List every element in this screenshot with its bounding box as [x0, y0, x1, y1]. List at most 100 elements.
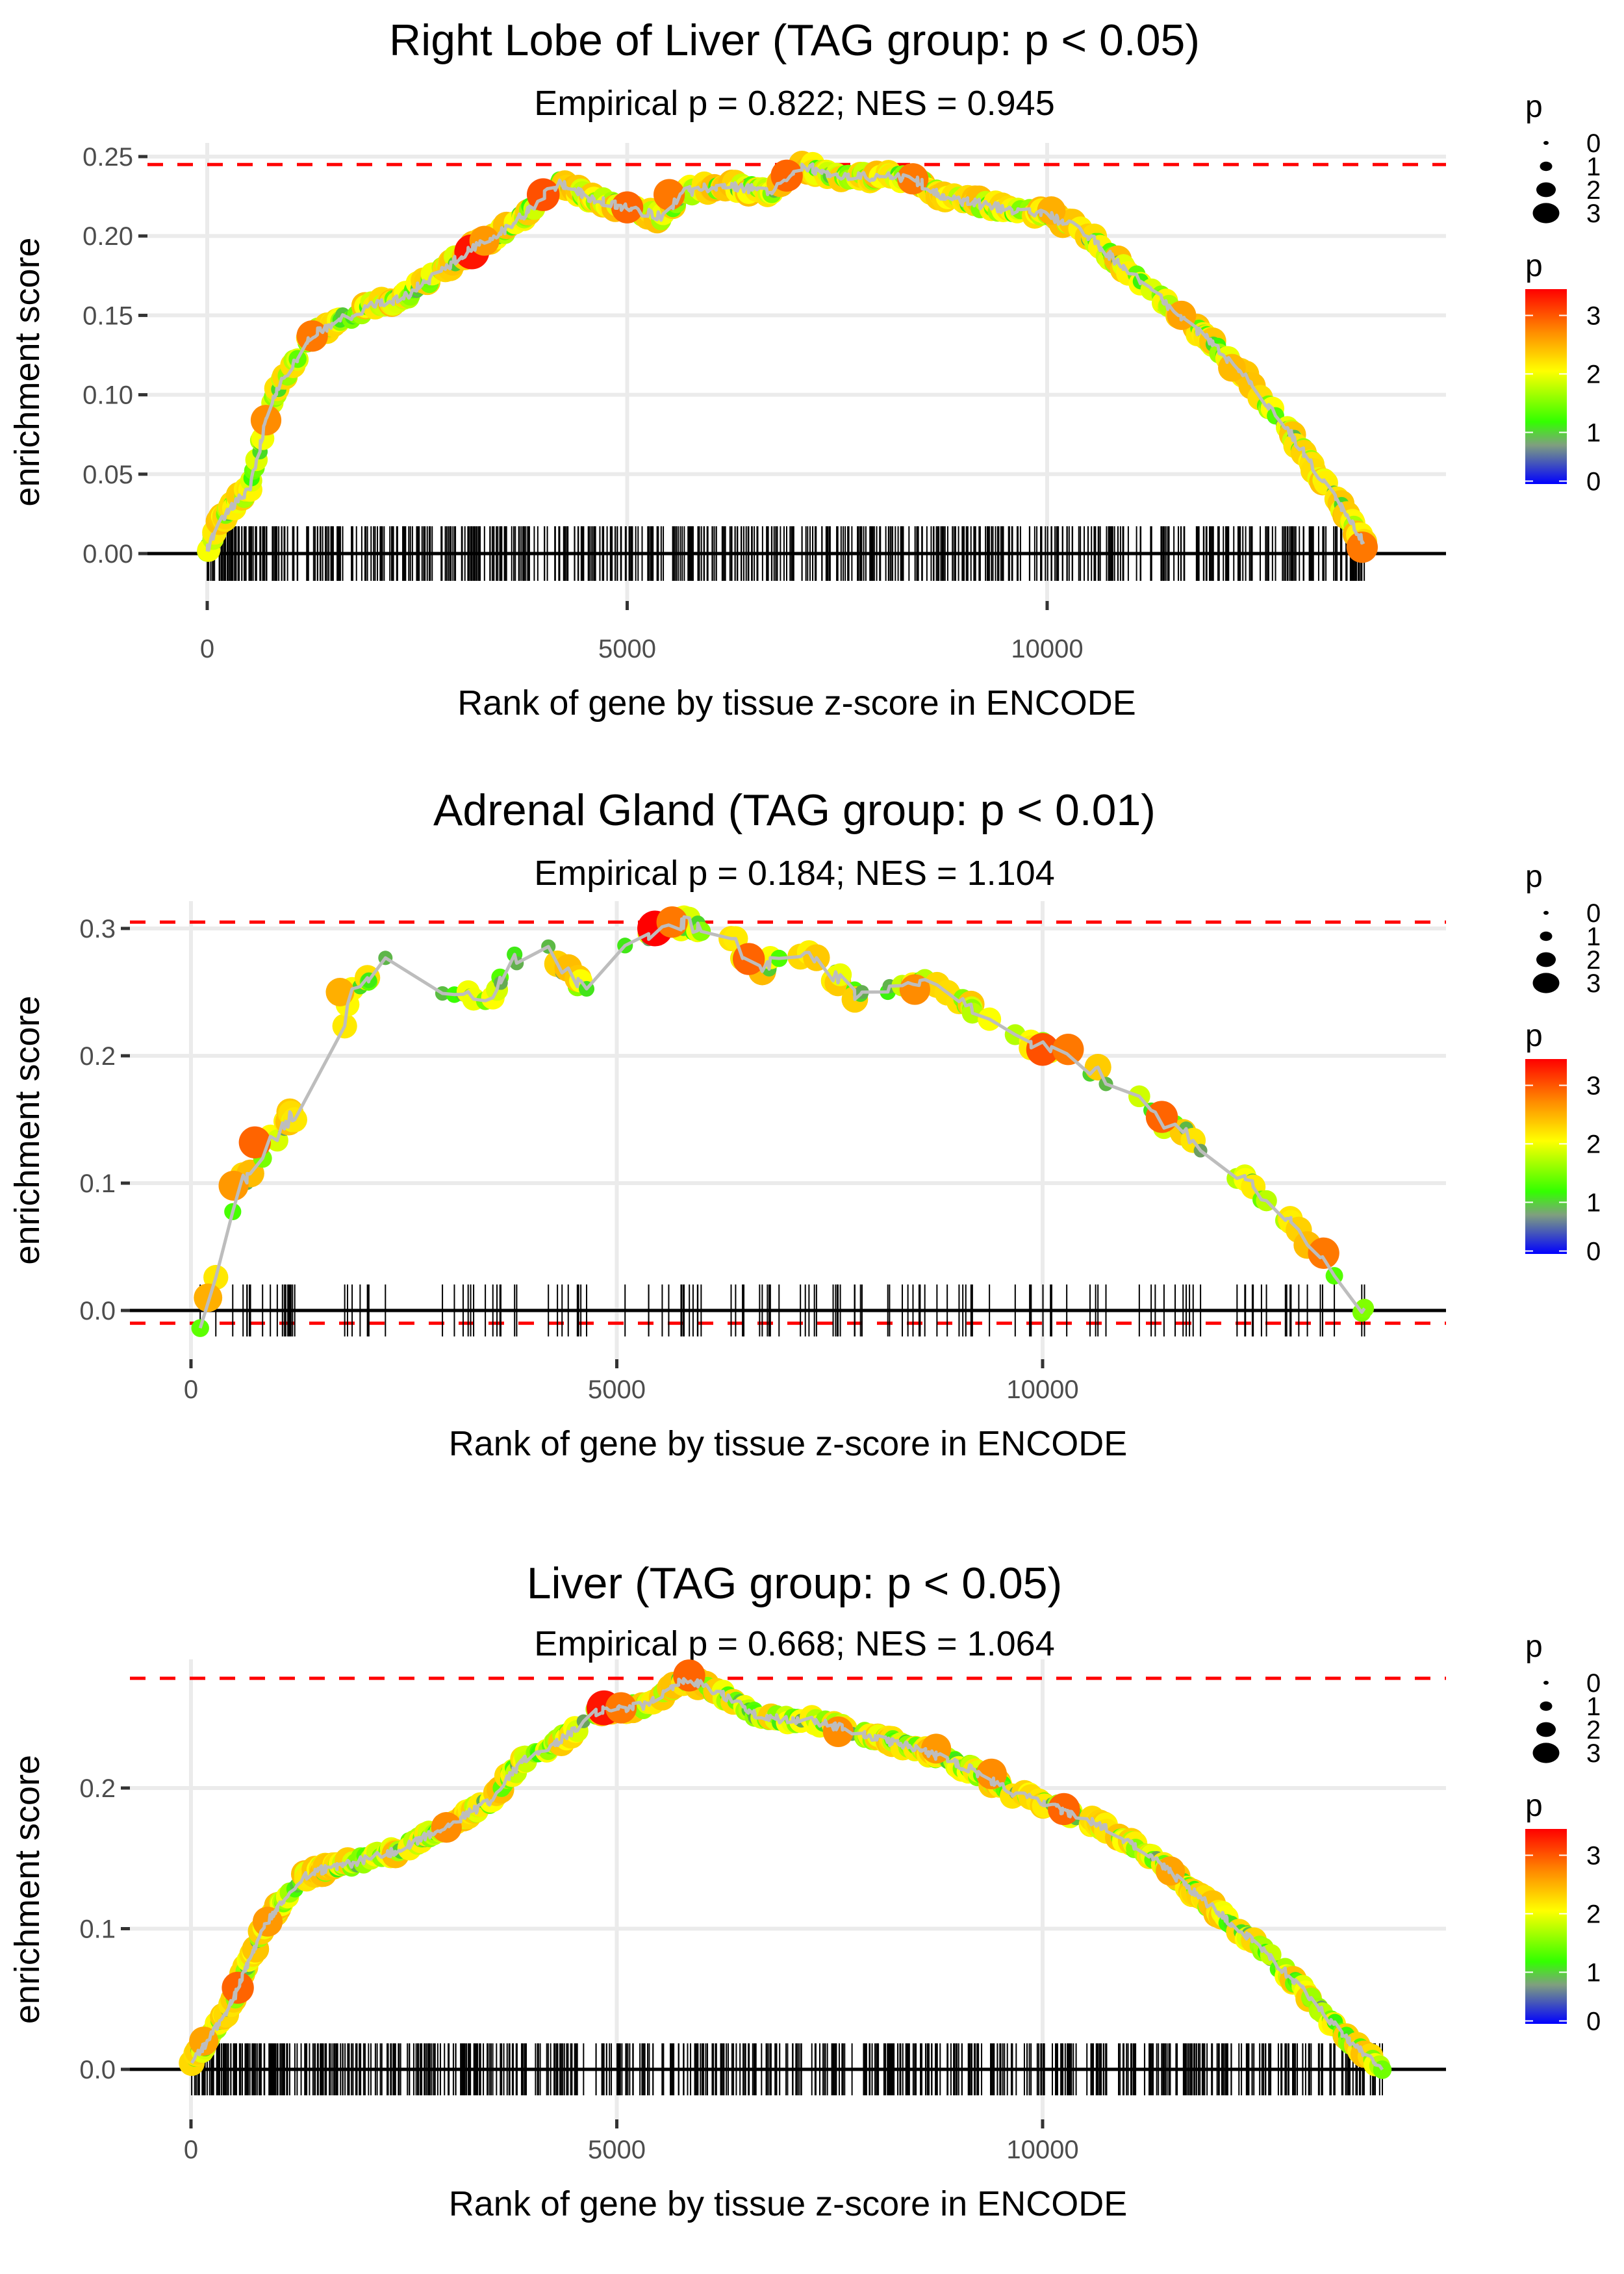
- y-tick-label: 0.15: [82, 301, 133, 330]
- y-tick-label: 0.3: [79, 915, 116, 943]
- es-point-highlight: [1218, 353, 1246, 382]
- y-tick-label: 0.00: [82, 540, 133, 568]
- running-es-line: [205, 162, 1365, 552]
- color-legend-label: 0: [1586, 468, 1601, 496]
- es-points: [179, 1659, 1392, 2079]
- x-tick-label: 0: [184, 2136, 198, 2164]
- x-tick-label: 10000: [1006, 2136, 1078, 2164]
- es-point-highlight: [1026, 1032, 1059, 1066]
- es-point-highlight: [976, 1758, 1007, 1789]
- size-legend-label: 3: [1586, 1739, 1601, 1768]
- chart-subtitle: Empirical p = 0.184; NES = 1.104: [534, 854, 1054, 893]
- color-legend-label: 2: [1586, 1900, 1601, 1929]
- y-axis-title: enrichment score: [8, 1755, 47, 2024]
- color-legend-label: 1: [1586, 1959, 1601, 1987]
- chart-title: Right Lobe of Liver (TAG group: p < 0.05…: [389, 16, 1200, 65]
- x-axis-title: Rank of gene by tissue z-score in ENCODE: [457, 683, 1136, 722]
- chart-panel-3: Liver (TAG group: p < 0.05) Empirical p =…: [8, 1559, 1601, 2223]
- size-legend-label: 1: [1586, 153, 1601, 181]
- color-legend-label: 3: [1586, 1072, 1601, 1101]
- x-tick-label: 5000: [598, 635, 656, 663]
- running-es-line: [190, 1677, 1384, 2071]
- es-points: [191, 905, 1375, 1337]
- size-legend-label: 0: [1586, 129, 1601, 158]
- y-tick-label: 0.25: [82, 143, 133, 172]
- size-legend-dot: [1543, 141, 1549, 145]
- es-points: [197, 151, 1378, 563]
- chart-title: Liver (TAG group: p < 0.05): [527, 1559, 1063, 1608]
- x-axis-title: Rank of gene by tissue z-score in ENCODE: [449, 1424, 1127, 1463]
- es-point-highlight: [1308, 1237, 1339, 1269]
- x-axis-title: Rank of gene by tissue z-score in ENCODE: [449, 2184, 1127, 2223]
- size-legend-label: 1: [1586, 1693, 1601, 1721]
- x-tick-label: 5000: [588, 2136, 646, 2164]
- color-legend-title: p: [1525, 1019, 1543, 1053]
- size-legend-label: 3: [1586, 199, 1601, 228]
- chart-panel-2: Adrenal Gland (TAG group: p < 0.01) Empir…: [8, 786, 1601, 1463]
- x-tick-label: 10000: [1006, 1375, 1078, 1404]
- color-legend-bar: [1525, 1059, 1567, 1254]
- size-legend-dot: [1540, 931, 1553, 941]
- color-legend-title: p: [1525, 1789, 1543, 1823]
- chart-panel-1: Right Lobe of Liver (TAG group: p < 0.05…: [8, 16, 1601, 722]
- running-es-line: [198, 915, 1366, 1329]
- color-legend-label: 2: [1586, 361, 1601, 389]
- color-legend-bar: [1525, 289, 1567, 484]
- color-legend-label: 1: [1586, 1189, 1601, 1218]
- size-legend-label: 2: [1586, 176, 1601, 205]
- size-legend-label: 1: [1586, 923, 1601, 951]
- x-tick-label: 0: [184, 1375, 198, 1404]
- size-legend-title: p: [1525, 860, 1543, 894]
- chart-subtitle: Empirical p = 0.668; NES = 1.064: [534, 1624, 1054, 1663]
- y-tick-label: 0.10: [82, 381, 133, 410]
- y-tick-label: 0.05: [82, 461, 133, 489]
- size-legend-label: 2: [1586, 946, 1601, 975]
- es-point-highlight: [1346, 531, 1378, 563]
- size-legend-dot: [1536, 1722, 1556, 1737]
- size-legend-label: 0: [1586, 1669, 1601, 1698]
- size-legend-dot: [1532, 203, 1560, 224]
- x-tick-label: 5000: [588, 1375, 646, 1404]
- y-tick-label: 0.2: [79, 1042, 116, 1071]
- size-legend-title: p: [1525, 90, 1543, 124]
- es-point: [1354, 1298, 1375, 1318]
- size-legend-dot: [1543, 911, 1549, 915]
- es-point-highlight: [1145, 1101, 1178, 1133]
- color-legend-label: 2: [1586, 1131, 1601, 1159]
- y-tick-label: 0.1: [79, 1915, 116, 1944]
- color-legend-label: 1: [1586, 419, 1601, 448]
- x-tick-label: 0: [200, 635, 214, 663]
- y-tick-label: 0.0: [79, 1297, 116, 1325]
- color-legend-label: 0: [1586, 1238, 1601, 1266]
- size-legend-label: 0: [1586, 899, 1601, 928]
- es-point-highlight: [238, 1126, 272, 1158]
- es-point-highlight: [296, 320, 328, 352]
- y-tick-label: 0.1: [79, 1169, 116, 1198]
- y-tick-label: 0.20: [82, 222, 133, 251]
- chart-title: Adrenal Gland (TAG group: p < 0.01): [433, 786, 1156, 835]
- size-legend-dot: [1540, 1701, 1553, 1711]
- y-axis-title: enrichment score: [8, 995, 47, 1264]
- size-legend-label: 3: [1586, 969, 1601, 998]
- size-legend-dot: [1532, 1743, 1560, 1763]
- color-legend-label: 3: [1586, 1842, 1601, 1871]
- color-legend-title: p: [1525, 249, 1543, 283]
- x-tick-label: 10000: [1011, 635, 1083, 663]
- size-legend-dot: [1536, 952, 1556, 967]
- size-legend-dot: [1540, 161, 1553, 172]
- color-legend-bar: [1525, 1829, 1567, 2024]
- size-legend-dot: [1532, 973, 1560, 993]
- y-axis-title: enrichment score: [8, 237, 47, 506]
- size-legend-dot: [1536, 182, 1556, 198]
- es-point-highlight: [1052, 1034, 1084, 1066]
- color-legend-label: 0: [1586, 2008, 1601, 2036]
- y-tick-label: 0.0: [79, 2056, 116, 2084]
- size-legend-label: 2: [1586, 1716, 1601, 1744]
- es-point-highlight: [325, 978, 355, 1006]
- size-legend-title: p: [1525, 1629, 1543, 1664]
- color-legend-label: 3: [1586, 302, 1601, 331]
- y-tick-label: 0.2: [79, 1774, 116, 1803]
- size-legend-dot: [1543, 1681, 1549, 1685]
- chart-subtitle: Empirical p = 0.822; NES = 0.945: [534, 84, 1054, 123]
